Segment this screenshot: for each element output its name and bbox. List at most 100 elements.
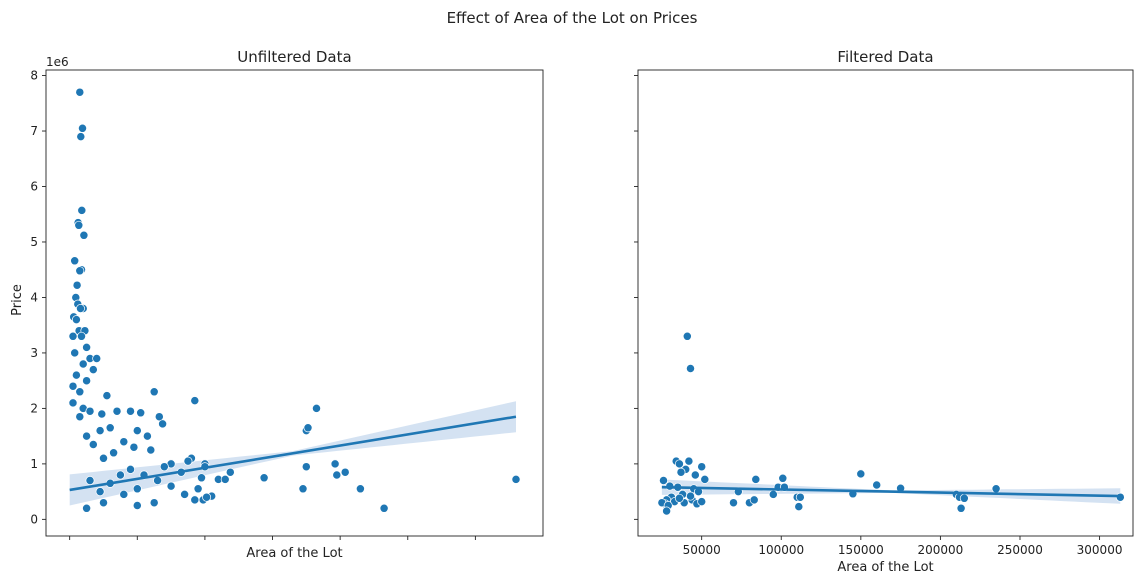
- panel-filtered-point: [959, 493, 969, 503]
- panel-unfiltered-ytick-label: 6: [30, 180, 38, 194]
- panel-unfiltered-point: [85, 406, 95, 416]
- panel-unfiltered-point: [68, 331, 78, 341]
- panel-filtered-point: [690, 470, 700, 480]
- panel-filtered-point: [684, 456, 694, 466]
- panel-unfiltered-point: [142, 431, 152, 441]
- panel-unfiltered-point: [126, 406, 135, 416]
- panel-filtered-plot-area: [638, 70, 1133, 536]
- panel-filtered-point: [768, 489, 778, 499]
- panel-unfiltered-point: [153, 476, 163, 485]
- panel-unfiltered-ytick-label: 2: [30, 401, 38, 415]
- panel-unfiltered-point: [109, 448, 119, 458]
- panel-unfiltered-point: [82, 376, 92, 386]
- panel-unfiltered: Unfiltered Data 0 1 2 3 4 5 6 7 8 1e6 Area of th…: [10, 48, 544, 561]
- panel-unfiltered-point: [303, 423, 313, 433]
- panel-unfiltered-ytick-label: 4: [30, 290, 38, 304]
- panel-unfiltered-point: [202, 492, 212, 502]
- panel-unfiltered-ytick-label: 7: [30, 124, 38, 138]
- panel-unfiltered-point: [132, 484, 142, 494]
- panel-unfiltered-frame: [45, 69, 544, 537]
- panel-unfiltered-point: [132, 426, 142, 436]
- panel-unfiltered-point: [97, 409, 107, 419]
- panel-filtered-xlabel: Area of the Lot: [837, 560, 933, 575]
- panel-unfiltered-point: [70, 256, 80, 266]
- panel-unfiltered-point: [146, 445, 156, 455]
- panel-unfiltered-point: [136, 408, 146, 418]
- panel-filtered-point: [794, 502, 804, 512]
- panel-filtered-point: [676, 467, 686, 477]
- panel-unfiltered-point: [312, 403, 321, 413]
- panel-filtered-point: [662, 506, 672, 516]
- panel-unfiltered-point: [225, 467, 235, 477]
- panel-unfiltered-point: [115, 470, 125, 480]
- panel-unfiltered-point: [78, 123, 87, 133]
- panel-filtered-xtick-label: 50000: [683, 543, 721, 557]
- panel-unfiltered-point: [102, 391, 112, 401]
- panel-unfiltered-point: [95, 487, 105, 497]
- panel-unfiltered-point: [68, 381, 78, 391]
- panel-filtered-point: [856, 469, 866, 479]
- panel-unfiltered-point: [332, 470, 342, 480]
- panel-filtered-point: [659, 476, 668, 485]
- figure-suptitle: Effect of Area of the Lot on Prices: [447, 9, 698, 27]
- panel-unfiltered-point: [82, 503, 92, 513]
- panel-unfiltered-point: [183, 456, 193, 466]
- panel-filtered-point: [991, 484, 1001, 494]
- panel-filtered-point: [729, 498, 738, 508]
- panel-unfiltered-point: [166, 481, 176, 491]
- panel-unfiltered-point: [355, 484, 365, 494]
- panel-unfiltered-point: [76, 132, 86, 142]
- panel-filtered-point: [697, 497, 707, 507]
- panel-unfiltered-point: [72, 280, 82, 290]
- panel-unfiltered-point: [193, 484, 203, 494]
- panel-unfiltered-point: [78, 359, 88, 369]
- panel-filtered-point: [674, 459, 684, 469]
- panel-filtered-point: [795, 492, 805, 502]
- panel-filtered-frame: [637, 69, 1134, 537]
- panel-unfiltered-plot-area: [46, 70, 543, 536]
- panel-unfiltered-title: Unfiltered Data: [237, 48, 351, 66]
- panel-unfiltered-point: [259, 473, 269, 483]
- panel-unfiltered-point: [301, 462, 311, 472]
- panel-filtered-point: [778, 473, 788, 483]
- panel-unfiltered-point: [99, 498, 108, 508]
- panel-filtered-point: [700, 474, 710, 484]
- panel-filtered-point: [686, 364, 695, 373]
- panel-unfiltered-point: [68, 398, 78, 408]
- panel-unfiltered-point: [70, 348, 80, 358]
- panel-unfiltered-point: [511, 474, 521, 484]
- panel-unfiltered-point: [220, 474, 230, 484]
- panel-unfiltered-point: [82, 342, 92, 352]
- panel-unfiltered-point: [88, 365, 98, 375]
- panel-filtered-point: [751, 474, 761, 484]
- panel-filtered-xtick-label: 250000: [997, 543, 1043, 557]
- panel-unfiltered-point: [71, 370, 81, 380]
- panel-filtered-title: Filtered Data: [837, 48, 933, 66]
- panel-filtered-point: [674, 493, 684, 503]
- panel-unfiltered-point: [159, 462, 169, 472]
- panel-unfiltered-point: [92, 354, 102, 363]
- panel-unfiltered-regression-line: [69, 415, 517, 492]
- panel-unfiltered-point: [158, 419, 168, 429]
- panel-unfiltered-point: [71, 315, 81, 325]
- panel-unfiltered-point: [79, 230, 89, 240]
- panel-unfiltered-ytick-label: 8: [30, 69, 38, 83]
- panel-unfiltered-ytick-label: 3: [30, 346, 38, 360]
- panel-unfiltered-ylabel: Price: [10, 284, 25, 316]
- panel-unfiltered-point: [129, 442, 139, 452]
- panel-unfiltered-point: [88, 440, 98, 449]
- panel-unfiltered-point: [75, 412, 85, 422]
- panel-unfiltered-point: [180, 489, 190, 499]
- panel-unfiltered-point: [330, 459, 340, 469]
- panel-filtered-point: [682, 331, 692, 341]
- panel-filtered-point: [749, 495, 759, 505]
- panel-unfiltered-point: [149, 387, 159, 397]
- panel-unfiltered-point: [82, 431, 92, 441]
- panel-unfiltered-point: [75, 266, 85, 276]
- panel-unfiltered-point: [74, 220, 84, 230]
- panel-unfiltered-point: [149, 498, 159, 508]
- panel-unfiltered-ytick-label: 0: [30, 512, 38, 526]
- panel-filtered-xtick-label: 100000: [758, 543, 804, 557]
- panel-filtered-point: [956, 503, 966, 513]
